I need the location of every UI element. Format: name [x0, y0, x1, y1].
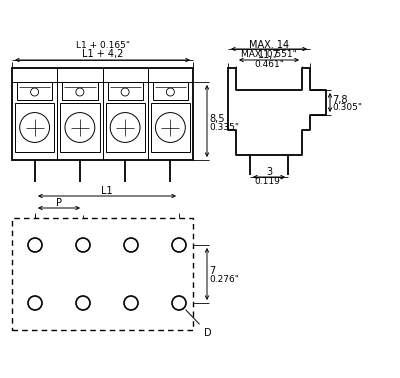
- Circle shape: [124, 296, 138, 310]
- Text: 0.305": 0.305": [332, 103, 362, 112]
- Text: MAX. 0.551": MAX. 0.551": [241, 50, 297, 59]
- Text: 0.276": 0.276": [209, 274, 239, 284]
- Text: 7,8: 7,8: [332, 94, 348, 104]
- Circle shape: [124, 238, 138, 252]
- Text: MAX. 14: MAX. 14: [249, 40, 289, 50]
- Circle shape: [28, 238, 42, 252]
- Bar: [62, 82, 98, 100]
- Text: L1 + 0.165": L1 + 0.165": [76, 41, 130, 50]
- Bar: [151, 103, 190, 152]
- Circle shape: [76, 296, 90, 310]
- Bar: [15, 103, 54, 152]
- Text: 8,5: 8,5: [209, 114, 224, 124]
- Bar: [108, 82, 143, 100]
- Circle shape: [166, 88, 174, 96]
- Circle shape: [20, 113, 50, 143]
- Text: 7: 7: [209, 266, 215, 276]
- Text: D: D: [186, 310, 212, 338]
- Bar: [12, 218, 193, 330]
- Circle shape: [156, 113, 185, 143]
- Bar: [12, 68, 193, 160]
- Circle shape: [121, 88, 129, 96]
- Bar: [17, 82, 52, 100]
- Circle shape: [172, 238, 186, 252]
- Bar: [106, 103, 145, 152]
- Text: P: P: [56, 198, 62, 208]
- Bar: [60, 103, 100, 152]
- Text: 0.119": 0.119": [254, 177, 284, 186]
- Circle shape: [28, 296, 42, 310]
- Bar: [153, 82, 188, 100]
- Text: 11,7: 11,7: [258, 50, 280, 60]
- Circle shape: [110, 113, 140, 143]
- Circle shape: [65, 113, 95, 143]
- Text: 0.335": 0.335": [209, 122, 239, 132]
- Circle shape: [172, 296, 186, 310]
- Text: 3: 3: [266, 167, 272, 177]
- Circle shape: [76, 238, 90, 252]
- Text: L1 + 4,2: L1 + 4,2: [82, 49, 123, 59]
- Circle shape: [31, 88, 39, 96]
- Circle shape: [76, 88, 84, 96]
- Text: L1: L1: [101, 186, 113, 196]
- Text: 0.461": 0.461": [254, 60, 284, 69]
